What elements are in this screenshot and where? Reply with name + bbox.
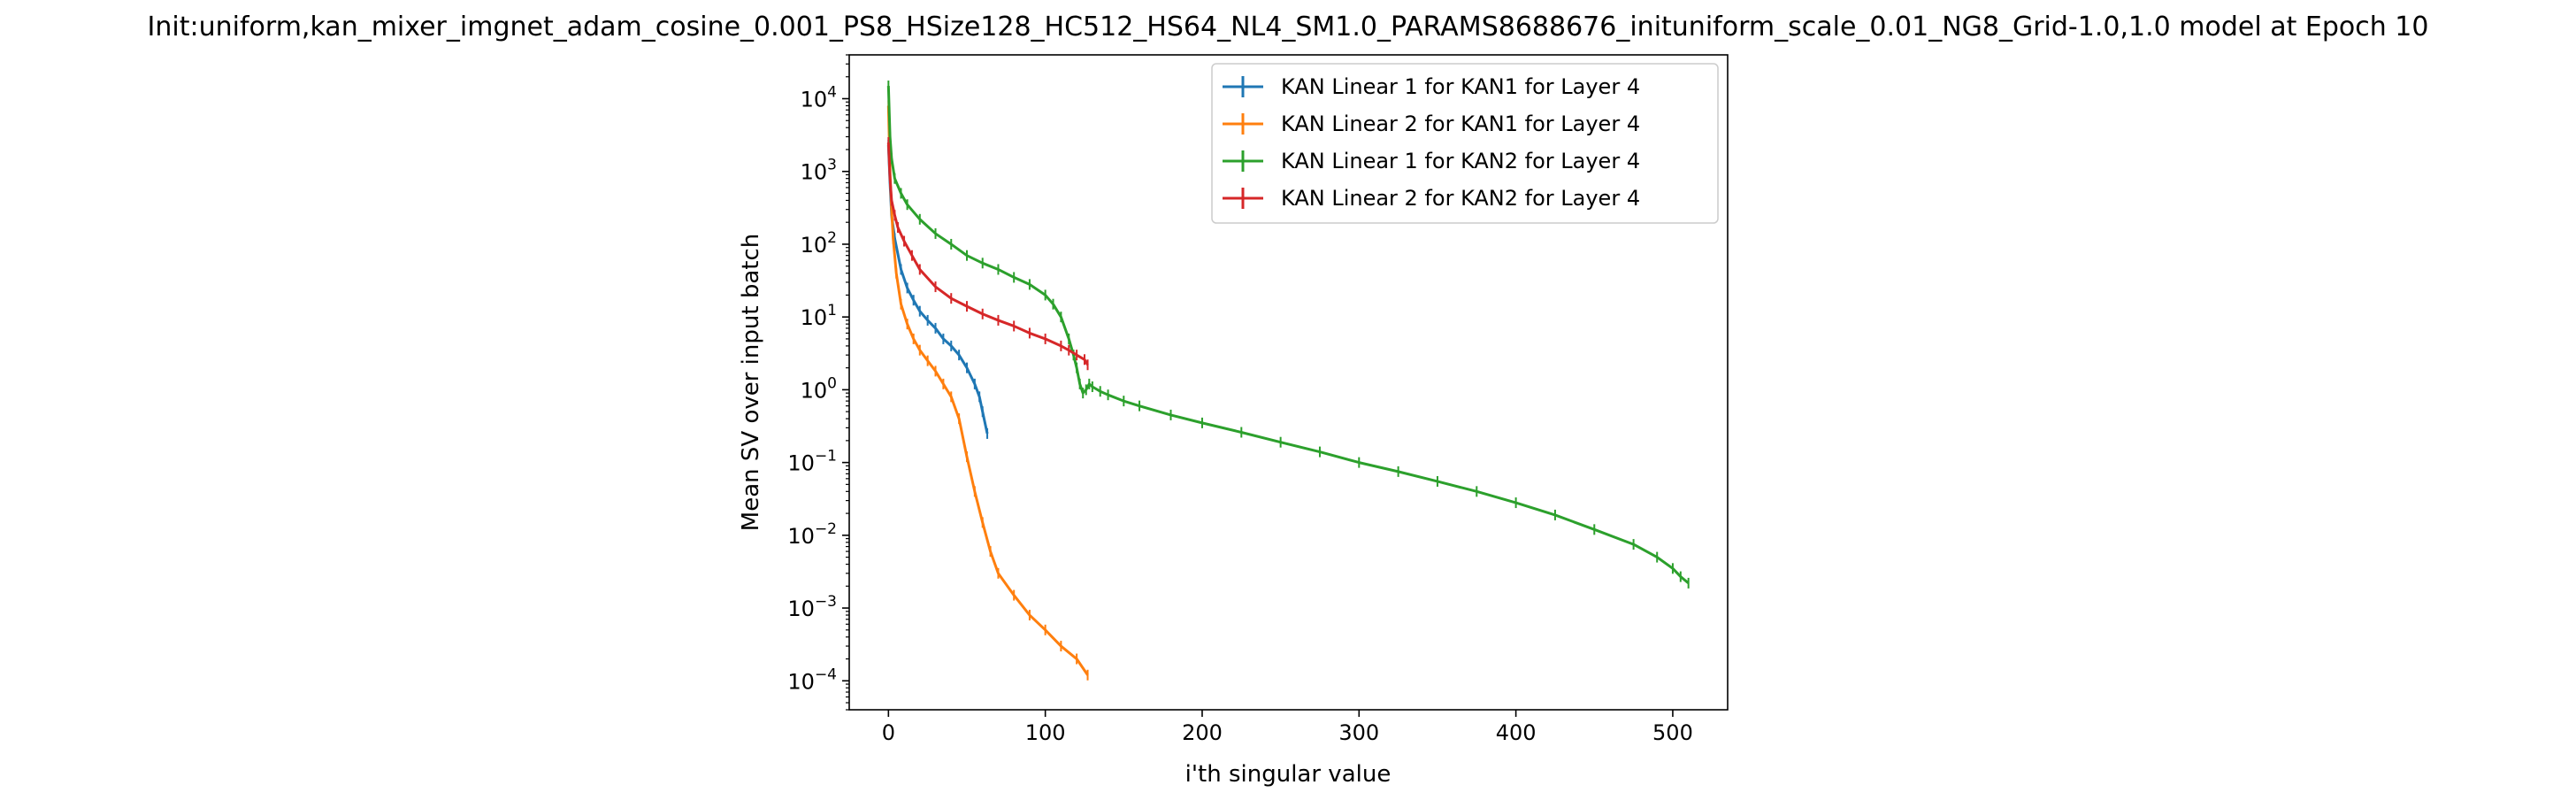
x-tick-label: 100 [1025, 720, 1066, 745]
x-tick-label: 0 [882, 720, 895, 745]
x-tick-label: 200 [1182, 720, 1223, 745]
y-tick-label: 103 [801, 157, 837, 185]
y-tick-label: 104 [801, 84, 837, 112]
legend-item: KAN Linear 1 for KAN2 for Layer 4 [1223, 149, 1640, 173]
legend-label: KAN Linear 2 for KAN2 for Layer 4 [1281, 186, 1640, 211]
x-tick-label: 300 [1338, 720, 1379, 745]
y-tick-label: 10−4 [787, 666, 837, 694]
x-axis: 0 100 200 300 400 500 [882, 710, 1693, 745]
legend-item: KAN Linear 1 for KAN1 for Layer 4 [1223, 74, 1640, 99]
plot-border [848, 54, 1729, 711]
y-axis: 10−4 10−3 10−2 10−1 100 101 102 103 104 [787, 54, 849, 711]
x-tick-label: 400 [1496, 720, 1537, 745]
x-axis-label: i'th singular value [1185, 761, 1392, 788]
y-tick-label: 10−2 [787, 520, 837, 549]
legend-label: KAN Linear 2 for KAN1 for Layer 4 [1281, 112, 1640, 136]
legend-item: KAN Linear 2 for KAN1 for Layer 4 [1223, 112, 1640, 136]
y-tick-label: 100 [801, 374, 837, 403]
legend-box [1211, 63, 1719, 224]
y-axis-label: Mean SV over input batch [738, 234, 764, 531]
series-layer [886, 81, 1690, 681]
legend-item: KAN Linear 2 for KAN2 for Layer 4 [1223, 186, 1640, 211]
legend-label: KAN Linear 1 for KAN1 for Layer 4 [1281, 74, 1640, 99]
series-4 [886, 137, 1089, 371]
series-line [886, 85, 1690, 585]
series-3 [886, 81, 1690, 589]
legend-label: KAN Linear 1 for KAN2 for Layer 4 [1281, 149, 1640, 173]
y-tick-label: 102 [801, 229, 837, 258]
y-tick-label: 10−1 [787, 448, 837, 476]
legend: KAN Linear 1 for KAN1 for Layer 4 KAN Lin… [1211, 63, 1719, 224]
y-tick-label: 10−3 [787, 593, 837, 621]
y-tick-label: 101 [801, 302, 837, 330]
x-tick-label: 500 [1652, 720, 1693, 745]
chart-title: Init:uniform,kan_mixer_imgnet_adam_cosin… [148, 12, 2429, 42]
